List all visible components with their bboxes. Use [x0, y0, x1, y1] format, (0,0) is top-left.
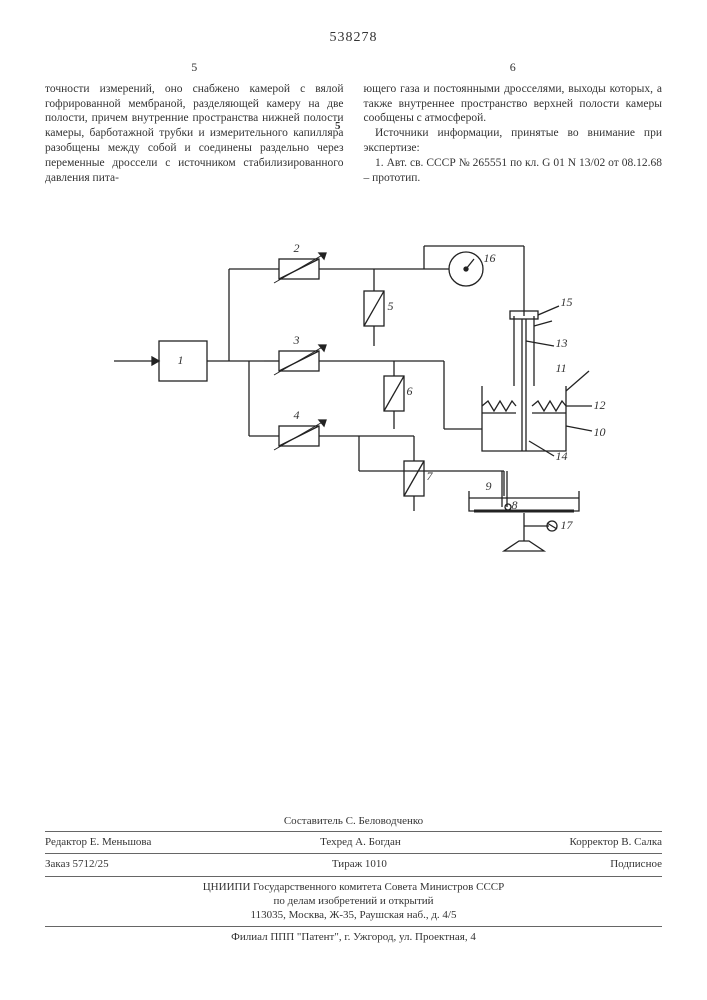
left-column: 5 точности измерений, оно снабжено камер… [45, 60, 344, 186]
footer-corrector: Корректор В. Салка [570, 836, 663, 850]
right-col-text-1: ющего газа и постоянными дросселями, вых… [364, 83, 663, 125]
label-17: 17 [561, 518, 573, 533]
label-9: 9 [486, 479, 492, 494]
footer-org1: ЦНИИПИ Государственного комитета Совета … [203, 881, 505, 893]
label-4: 4 [294, 408, 300, 423]
label-8: 8 [512, 498, 518, 513]
label-1: 1 [178, 353, 184, 368]
left-col-text: точности измерений, оно снабжено камерой… [45, 83, 344, 185]
label-16: 16 [484, 251, 496, 266]
right-column: 6 ющего газа и постоянными дросселями, в… [364, 60, 663, 186]
label-10: 10 [594, 425, 606, 440]
margin-marker: 5 [335, 120, 341, 132]
label-7: 7 [427, 469, 433, 484]
label-13: 13 [556, 336, 568, 351]
right-col-number: 6 [364, 60, 663, 76]
right-col-text-2: Источники информации, принятые во вниман… [364, 126, 663, 156]
footer-address: 113035, Москва, Ж-35, Раушская наб., д. … [251, 909, 457, 921]
label-15: 15 [561, 295, 573, 310]
label-5: 5 [388, 299, 394, 314]
label-14: 14 [556, 449, 568, 464]
label-3: 3 [294, 333, 300, 348]
schematic-diagram: 1 2 3 4 5 6 7 8 9 10 11 12 13 14 15 16 1… [104, 211, 604, 581]
footer-branch: Филиал ППП "Патент", г. Ужгород, ул. Про… [45, 927, 662, 945]
text-columns: 5 точности измерений, оно снабжено камер… [45, 60, 662, 186]
right-col-text-3: 1. Авт. св. СССР № 265551 по кл. G 01 N … [364, 156, 663, 186]
label-11: 11 [556, 361, 567, 376]
footer-teched: Техред А. Богдан [320, 836, 401, 850]
footer-printrun: Тираж 1010 [332, 858, 387, 872]
left-col-number: 5 [45, 60, 344, 76]
label-6: 6 [407, 384, 413, 399]
footer-editor: Редактор Е. Меньшова [45, 836, 151, 850]
footer-order: Заказ 5712/25 [45, 858, 109, 872]
label-12: 12 [594, 398, 606, 413]
footer-org2: по делам изобретений и открытий [273, 895, 433, 907]
footer: Составитель С. Беловодченко Редактор Е. … [45, 815, 662, 945]
label-2: 2 [294, 241, 300, 256]
patent-number: 538278 [0, 30, 707, 46]
footer-compiler: Составитель С. Беловодченко [45, 815, 662, 829]
footer-subscription: Подписное [610, 858, 662, 872]
